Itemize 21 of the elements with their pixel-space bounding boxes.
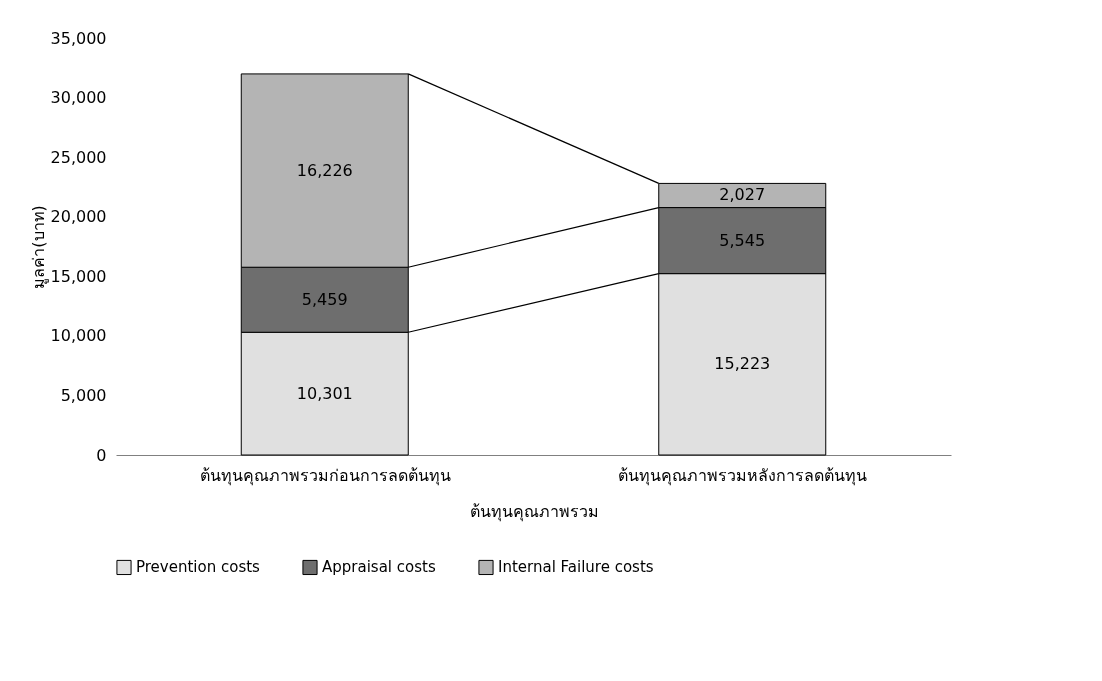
x-axis-title: ต้นทุนคุณภาพรวม [469, 501, 599, 522]
y-tick-label: 0 [96, 445, 107, 465]
data-label: 15,223 [714, 354, 771, 374]
data-label: 5,459 [301, 289, 348, 309]
y-tick-label: 20,000 [50, 207, 107, 227]
y-axis-title: มูลค่า(บาท) [28, 205, 49, 289]
y-tick-label: 10,000 [50, 326, 107, 346]
y-tick-label: 30,000 [50, 88, 107, 108]
x-tick-label: ต้นทุนคุณภาพรวมหลังการลดต้นทุน [618, 465, 868, 486]
data-label: 10,301 [296, 383, 353, 403]
data-label: 16,226 [296, 160, 353, 180]
legend-label: Appraisal costs [322, 558, 436, 577]
data-label: 2,027 [719, 185, 766, 205]
legend-label: Prevention costs [136, 558, 261, 577]
x-tick-label: ต้นทุนคุณภาพรวมก่อนการลดต้นทุน [199, 465, 451, 486]
y-tick-label: 15,000 [50, 266, 107, 286]
y-tick-label: 5,000 [60, 385, 107, 405]
y-tick-label: 35,000 [50, 28, 107, 48]
y-tick-label: 25,000 [50, 147, 107, 167]
legend-label: Internal Failure costs [498, 558, 654, 577]
data-label: 5,545 [719, 230, 766, 250]
